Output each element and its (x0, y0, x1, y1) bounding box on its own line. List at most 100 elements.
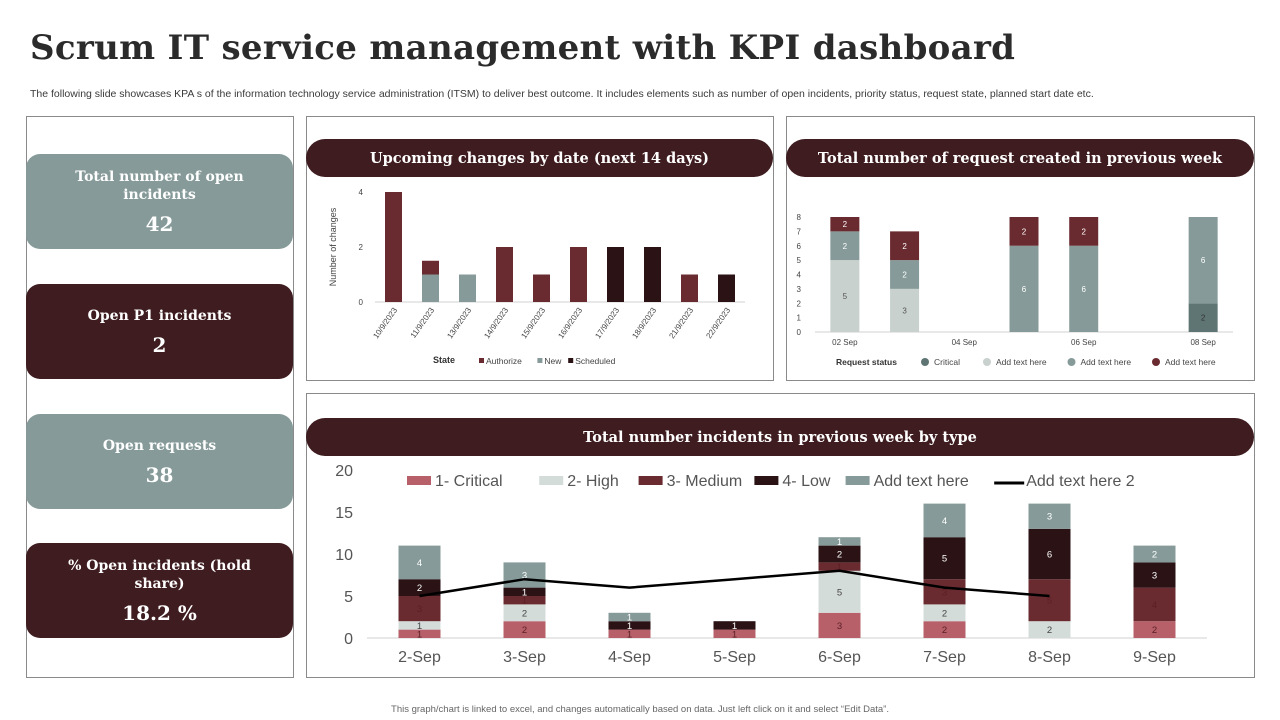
segment-label: 6 (1047, 550, 1052, 561)
x-tick-label: 6-Sep (818, 649, 861, 666)
bar-segment (923, 537, 966, 580)
segment-label: 3 (522, 571, 527, 582)
requests-chart[interactable]: 0 1 2 3 4 5 6 7 8 5 2 2 02 Sep 3 2 2 04 Sep 6 2 6 2 06 Sep 2 6 0… (787, 180, 1254, 380)
legend-swatch (983, 358, 991, 366)
bar-segment (1069, 245, 1099, 332)
segment-label: 1 (732, 629, 737, 640)
bar-segment (890, 231, 920, 261)
bar-segment (1188, 217, 1218, 304)
bar-authorize (496, 247, 513, 302)
bar-segment (1028, 528, 1071, 580)
bar-segment (830, 217, 860, 232)
kpi-label: Open P1 incidents (87, 307, 232, 324)
y-tick-label: 6 (797, 242, 802, 251)
y-tick-label: 0 (359, 298, 364, 307)
bar-authorize (533, 274, 550, 302)
kpi-value: 38 (145, 462, 174, 487)
legend-label: Critical (934, 357, 960, 367)
segment-label: 2 (843, 242, 848, 251)
segment-label: 2 (522, 625, 527, 636)
bar-new (422, 274, 439, 302)
bar-segment (818, 545, 861, 563)
x-tick-label: 7-Sep (923, 649, 966, 666)
bar-authorize (570, 247, 587, 302)
x-tick-label: 11/9/2023 (409, 306, 437, 340)
segment-label: 5 (843, 292, 848, 301)
legend-label: Scheduled (575, 356, 615, 366)
legend-title: Request status (836, 357, 897, 367)
segment-label: 1 (522, 587, 527, 598)
segment-label: 1 (522, 596, 527, 607)
segment-label: 1 (837, 537, 842, 548)
bar-new (459, 274, 476, 302)
bar-segment (503, 604, 546, 622)
bar-segment (1069, 217, 1099, 246)
kpi-card-open-incidents-hold-share[interactable]: % Open incidents (hold share) 18.2 % (26, 543, 293, 638)
bar-segment (923, 579, 966, 605)
kpi-card-open-p1-incidents[interactable]: Open P1 incidents 2 (26, 284, 293, 379)
footer-note: This graph/chart is linked to excel, and… (391, 704, 889, 715)
segment-label: 2 (837, 550, 842, 561)
legend-label: 2- High (567, 473, 619, 490)
x-tick-label: 22/9/2023 (704, 306, 732, 341)
upcoming-changes-title: Upcoming changes by date (next 14 days) (306, 139, 773, 177)
legend-label: New (544, 356, 562, 366)
x-tick-label: 13/9/2023 (445, 306, 473, 341)
bar-segment (923, 621, 966, 638)
bar-segment (398, 545, 441, 580)
y-tick-label: 8 (797, 213, 802, 222)
segment-label: 2 (417, 583, 422, 594)
bar-authorize (385, 192, 402, 302)
segment-label: 2 (942, 608, 947, 619)
segment-label: 6 (1201, 256, 1206, 265)
bar-scheduled (718, 274, 735, 302)
x-tick-label: 5-Sep (713, 649, 756, 666)
bar-segment (818, 562, 861, 571)
bar-segment (818, 570, 861, 613)
segment-label: 4 (942, 516, 947, 527)
y-tick-label: 20 (335, 463, 353, 480)
segment-label: 1 (732, 621, 737, 632)
bar-segment (1009, 245, 1039, 332)
bar-segment (398, 629, 441, 638)
y-tick-label: 5 (344, 589, 353, 606)
y-tick-label: 0 (344, 631, 353, 648)
x-tick-label: 4-Sep (608, 649, 651, 666)
y-tick-label: 4 (359, 188, 364, 197)
segment-label: 2 (902, 271, 907, 280)
kpi-card-open-incidents[interactable]: Total number of open incidents 42 (26, 154, 293, 249)
bar-segment (503, 621, 546, 638)
bar-segment (890, 260, 920, 289)
segment-label: 1 (627, 629, 632, 640)
legend-swatch (539, 476, 564, 485)
segment-label: 5 (1047, 596, 1052, 607)
segment-label: 2 (522, 608, 527, 619)
bar-segment (1188, 303, 1218, 332)
segment-label: 2 (942, 625, 947, 636)
x-tick-label: 2-Sep (398, 649, 441, 666)
legend-label: Add text here (1081, 357, 1132, 367)
segment-label: 1 (417, 621, 422, 632)
segment-label: 1 (627, 613, 632, 624)
upcoming-changes-chart[interactable]: 0 2 4 Number of changes 10/9/2023 11/9/2023 13… (307, 180, 773, 380)
legend-label: Add text here 2 (1026, 473, 1135, 490)
kpi-card-open-requests[interactable]: Open requests 38 (26, 414, 293, 509)
bar-segment (1133, 621, 1176, 638)
x-tick-label: 18/9/2023 (630, 306, 658, 341)
legend-label: 3- Medium (667, 473, 743, 490)
x-tick-label: 15/9/2023 (519, 306, 547, 341)
requests-title: Total number of request created in previ… (786, 139, 1254, 177)
y-tick-label: 5 (797, 256, 802, 265)
x-tick-label: 3-Sep (503, 649, 546, 666)
segment-label: 5 (837, 587, 842, 598)
segment-label: 6 (1022, 285, 1027, 294)
bar-segment (398, 621, 441, 630)
bar-segment (713, 621, 756, 630)
incidents-chart[interactable]: 05101520113242-Sep221133-Sep1114-Sep115-… (307, 458, 1254, 677)
x-tick-label: 21/9/2023 (667, 306, 695, 341)
x-tick-label: 08 Sep (1190, 338, 1216, 347)
legend-swatch (568, 358, 574, 363)
bar-segment (608, 612, 651, 622)
y-tick-label: 15 (335, 505, 353, 522)
legend-label: 4- Low (782, 473, 830, 490)
